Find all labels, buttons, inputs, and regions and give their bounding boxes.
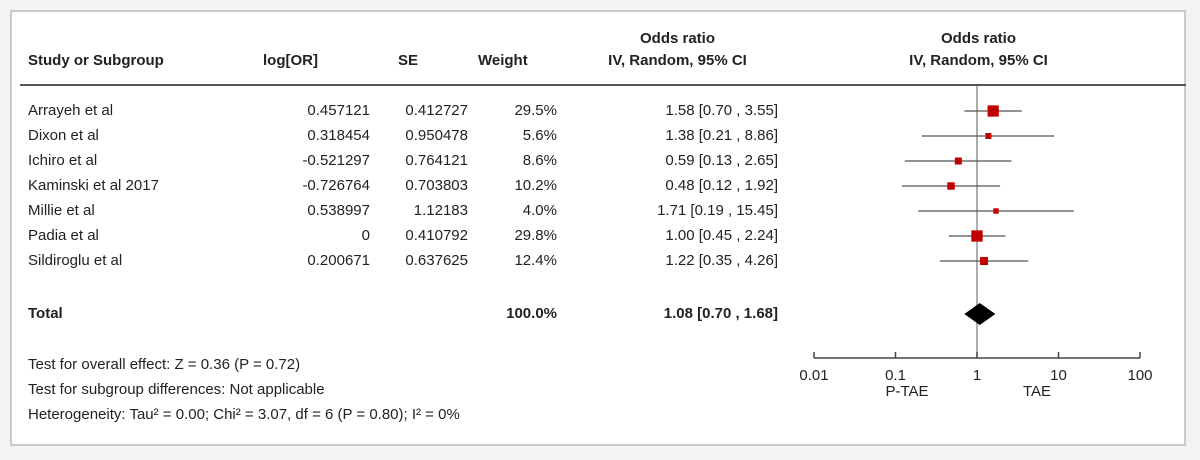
study-point-marker <box>987 105 999 117</box>
total-ci: 1.08 [0.70 , 1.68] <box>663 305 778 322</box>
study-logor: 0 <box>361 227 370 244</box>
study-se: 0.637625 <box>405 252 468 269</box>
x-tick-label: 0.01 <box>799 367 828 384</box>
x-tick-label: 10 <box>1050 367 1067 384</box>
study-se: 0.950478 <box>405 127 468 144</box>
study-se: 0.764121 <box>405 152 468 169</box>
study-point-marker <box>971 230 983 242</box>
header-weight: Weight <box>478 52 528 69</box>
study-weight: 12.4% <box>514 252 557 269</box>
study-ci: 1.22 [0.35 , 4.26] <box>665 252 778 269</box>
study-se: 0.410792 <box>405 227 468 244</box>
study-name: Dixon et al <box>28 127 99 144</box>
header-or-method: IV, Random, 95% CI <box>608 52 747 69</box>
study-weight: 5.6% <box>522 127 557 144</box>
study-se: 1.12183 <box>413 202 468 219</box>
study-point-marker <box>954 157 962 165</box>
study-name: Millie et al <box>28 202 95 219</box>
total-label: Total <box>28 305 63 322</box>
study-weight: 29.8% <box>514 227 557 244</box>
header-se: SE <box>398 52 419 69</box>
overall-effect-test: Test for overall effect: Z = 0.36 (P = 0… <box>28 356 301 373</box>
study-logor: -0.726764 <box>302 177 370 194</box>
study-point-marker <box>947 182 955 190</box>
total-weight: 100.0% <box>506 305 557 322</box>
header-or-group: Odds ratio <box>639 30 715 47</box>
header-logor: log[OR] <box>263 52 318 69</box>
study-point-marker <box>993 208 999 214</box>
header-plot-group: Odds ratio <box>940 30 1016 47</box>
study-ci: 0.59 [0.13 , 2.65] <box>665 152 778 169</box>
study-name: Sildiroglu et al <box>28 252 123 269</box>
header-plot-method: IV, Random, 95% CI <box>909 52 1048 69</box>
header-rule <box>20 84 1186 86</box>
x-tick-label: 100 <box>1127 367 1152 384</box>
study-name: Arrayeh et al <box>28 102 114 119</box>
study-weight: 4.0% <box>522 202 557 219</box>
study-logor: 0.457121 <box>307 102 370 119</box>
study-logor: 0.200671 <box>307 252 370 269</box>
subgroup-differences-test: Test for subgroup differences: Not appli… <box>28 381 325 398</box>
study-logor: -0.521297 <box>302 152 370 169</box>
study-logor: 0.318454 <box>307 127 370 144</box>
forest-plot-panel <box>10 10 1186 446</box>
study-logor: 0.538997 <box>307 202 370 219</box>
favours-left-label: P-TAE <box>885 383 928 400</box>
favours-right-label: TAE <box>1023 383 1051 400</box>
study-name: Padia et al <box>28 227 99 244</box>
heterogeneity-stats: Heterogeneity: Tau² = 0.00; Chi² = 3.07,… <box>28 406 460 423</box>
study-se: 0.703803 <box>405 177 468 194</box>
study-weight: 10.2% <box>514 177 557 194</box>
header-study: Study or Subgroup <box>28 52 164 69</box>
study-ci: 1.38 [0.21 , 8.86] <box>665 127 778 144</box>
study-se: 0.412727 <box>405 102 468 119</box>
study-ci: 1.00 [0.45 , 2.24] <box>665 227 778 244</box>
study-weight: 8.6% <box>522 152 557 169</box>
study-name: Ichiro et al <box>28 152 98 169</box>
study-weight: 29.5% <box>514 102 557 119</box>
study-name: Kaminski et al 2017 <box>28 177 159 194</box>
x-tick-label: 1 <box>973 367 981 384</box>
study-ci: 0.48 [0.12 , 1.92] <box>665 177 778 194</box>
study-ci: 1.58 [0.70 , 3.55] <box>665 102 778 119</box>
study-point-marker <box>980 257 989 265</box>
study-point-marker <box>985 132 992 140</box>
study-ci: 1.71 [0.19 , 15.45] <box>657 202 778 219</box>
x-tick-label: 0.1 <box>885 367 906 384</box>
pooled-effect-diamond <box>964 303 996 325</box>
